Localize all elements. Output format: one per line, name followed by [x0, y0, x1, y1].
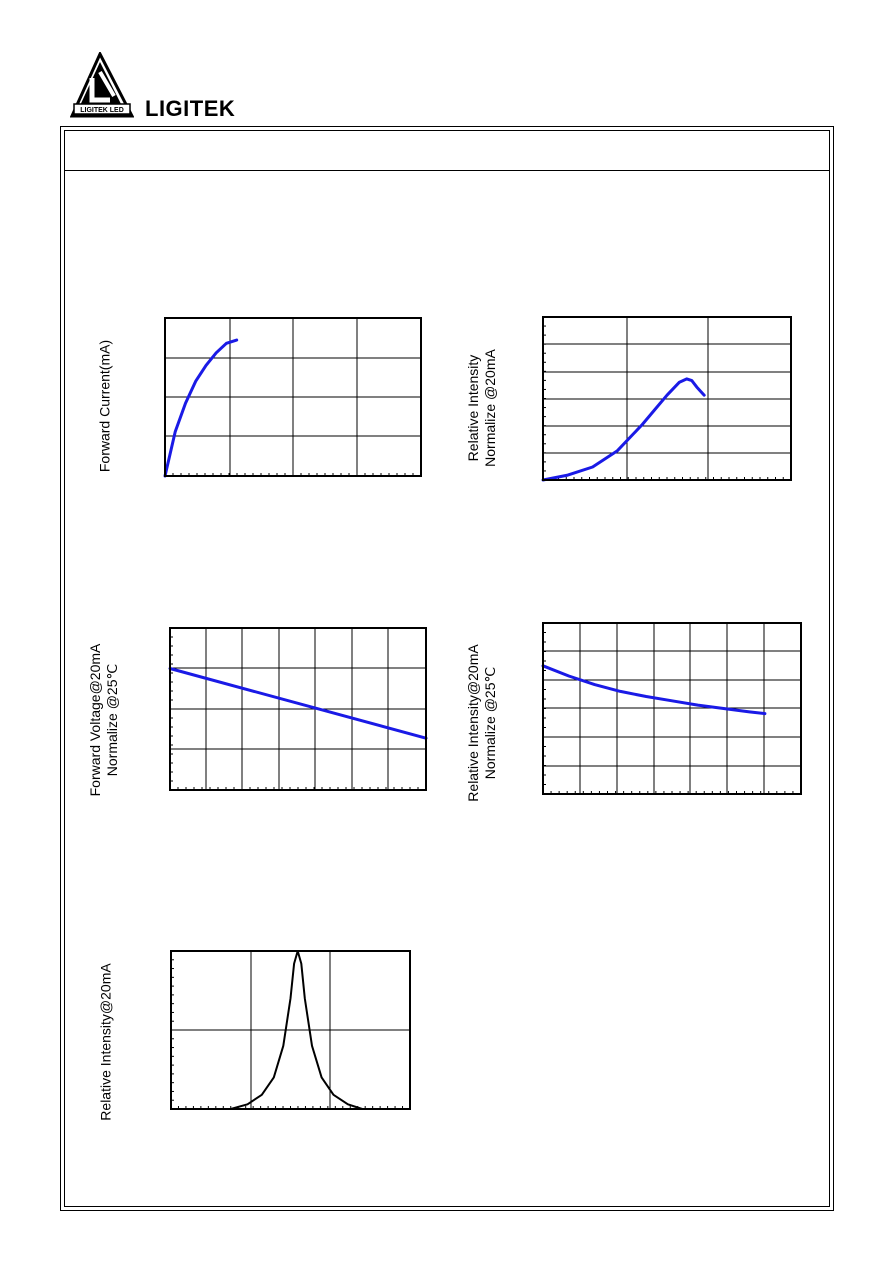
plot-frame: [542, 622, 802, 795]
chart3-ylabel: Forward Voltage@20mA Normalize @25℃: [87, 643, 120, 797]
forward-voltage-temperature-chart: [168, 627, 428, 791]
page-frame-outer: [60, 126, 834, 1211]
series-line: [168, 667, 428, 740]
ligitek-logo-icon: LIGITEK LED: [70, 52, 134, 118]
chart1-ylabel: Forward Current(mA): [96, 339, 113, 473]
relative-intensity-temperature-chart: [541, 622, 802, 795]
plot-frame: [170, 950, 411, 1110]
relative-intensity-current-chart: [541, 316, 792, 482]
spectral-distribution-chart: [170, 950, 411, 1110]
series-line: [163, 338, 239, 478]
plot-frame: [164, 317, 422, 477]
brand-name: LIGITEK: [145, 96, 236, 121]
chart5-ylabel: Relative Intensity@20mA: [97, 963, 114, 1121]
chart4-ylabel: Relative Intensity@20mA Normalize @25℃: [465, 644, 498, 802]
page-frame-inner: [64, 130, 830, 1207]
plot-frame: [542, 316, 792, 481]
series-line: [541, 377, 706, 482]
svg-text:LIGITEK LED: LIGITEK LED: [80, 107, 124, 114]
chart2-ylabel: Relative Intensity Normalize @20mA: [465, 349, 498, 467]
plot-frame: [169, 627, 427, 791]
section-title-bar: [64, 130, 830, 171]
forward-current-chart: [163, 317, 422, 478]
series-line: [541, 664, 767, 716]
